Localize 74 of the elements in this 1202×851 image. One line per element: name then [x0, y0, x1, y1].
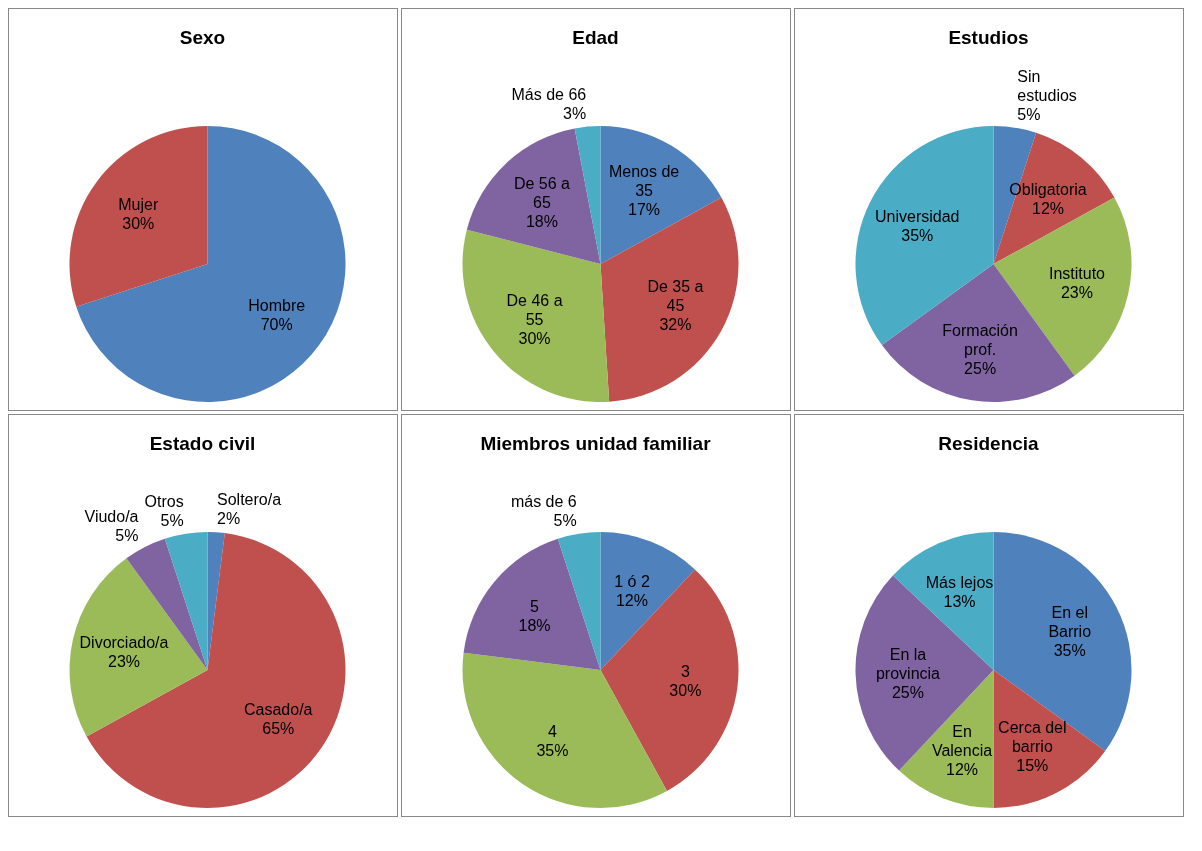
pie-slice: [69, 126, 208, 307]
chart-title: Sexo: [179, 26, 226, 48]
data-label: 5%: [553, 511, 577, 529]
data-label: 32%: [659, 315, 692, 333]
chart-title: Miembros unidad familiar: [480, 432, 712, 454]
slice-label: Instituto: [1048, 264, 1106, 282]
data-label: 25%: [964, 359, 997, 377]
data-label: 30%: [669, 681, 702, 699]
pie-slice: [993, 670, 1106, 808]
slice-label: Casado/a: [244, 700, 313, 718]
data-label: 25%: [891, 683, 924, 701]
pie-slice: [76, 126, 346, 402]
data-label: 13%: [943, 592, 976, 610]
data-label: 30%: [122, 214, 155, 232]
slice-label: Universidad: [875, 207, 960, 225]
data-label: 35%: [901, 226, 934, 244]
slice-label: En Valencia: [931, 722, 993, 759]
data-label: 35%: [1053, 641, 1086, 659]
pie-slice: [557, 532, 601, 670]
slice-label: Más de 66: [511, 85, 587, 103]
slice-label: Divorciado/a: [79, 633, 169, 651]
chart-title: Edad: [572, 26, 619, 48]
slice-label: 1 ó 2: [614, 572, 650, 590]
data-label: 12%: [615, 591, 649, 609]
slice-label: En la provincia: [875, 645, 941, 682]
data-label: 17%: [628, 200, 661, 218]
slice-label: Sin estudios: [1017, 67, 1077, 104]
data-label: 35%: [536, 741, 569, 759]
data-label: 12%: [945, 760, 979, 778]
slice-label: Más lejos: [925, 573, 994, 591]
pie-slice: [993, 132, 1115, 264]
slice-label: 5: [530, 597, 540, 615]
data-label: 18%: [518, 616, 551, 634]
data-label: 30%: [518, 329, 551, 347]
pie-slice: [463, 538, 601, 670]
pie-slice: [466, 128, 601, 264]
slice-label: En el Barrio: [1048, 603, 1092, 640]
data-label: 12%: [1032, 199, 1065, 217]
chart-title: Residencia: [938, 432, 1040, 454]
pie-slice: [462, 229, 610, 402]
data-label: 23%: [107, 652, 141, 670]
slice-label: De 56 a 65: [513, 174, 571, 211]
slice-label: Otros: [144, 492, 184, 510]
data-label: 2%: [217, 509, 241, 527]
slice-label: más de 6: [510, 492, 577, 510]
chart-title: Estado civil: [149, 432, 256, 454]
data-label: 18%: [525, 212, 558, 230]
slice-label: De 35 a 45: [647, 277, 704, 314]
slice-label: Cerca del barrio: [998, 718, 1067, 755]
pie-slice: [600, 126, 722, 264]
pie-slice: [69, 558, 208, 737]
pie-slice: [600, 569, 739, 791]
slice-label: 3: [680, 662, 690, 680]
data-label: 70%: [260, 315, 293, 333]
slice-label: Soltero/a: [217, 490, 282, 508]
pie-slice: [993, 532, 1132, 752]
slice-label: Formación prof.: [942, 321, 1018, 358]
slice-label: Hombre: [248, 296, 306, 314]
chart-title: Estudios: [948, 26, 1029, 48]
data-label: 65%: [262, 719, 295, 737]
data-label: 5%: [115, 526, 139, 544]
data-label: 15%: [1016, 756, 1049, 774]
slice-label: Mujer: [118, 195, 159, 213]
data-label: 5%: [1017, 105, 1041, 123]
data-label: 3%: [563, 104, 587, 122]
slice-label: Viudo/a: [84, 507, 139, 525]
slice-label: Menos de 35: [608, 162, 680, 199]
slice-label: 4: [547, 722, 557, 740]
pie-slice: [600, 197, 739, 402]
pie-slice: [574, 126, 601, 264]
pie-slice: [462, 652, 667, 808]
data-label: 5%: [160, 511, 184, 529]
data-label: 23%: [1060, 283, 1094, 301]
slice-label: De 46 a 55: [506, 291, 563, 328]
